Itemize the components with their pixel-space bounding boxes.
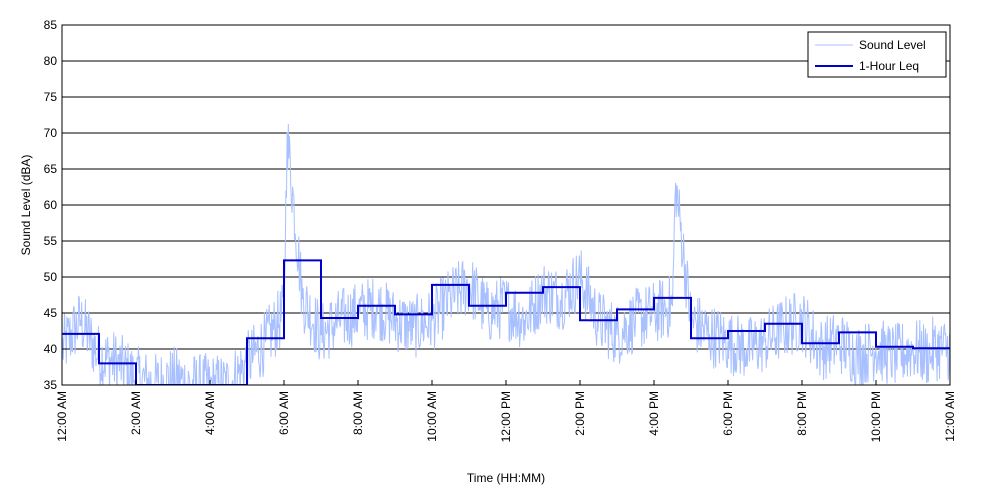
gridlines: [62, 60, 950, 350]
sound-level-point-22: [449, 298, 452, 300]
y-tick-label-80: 80: [44, 54, 58, 68]
y-axis-ticks: 35 40 45 50 55 60 65 70 75 80 85: [44, 18, 67, 392]
x-tick-label-12: 12:00 AM: [943, 391, 957, 442]
y-tick-label-65: 65: [44, 162, 58, 176]
x-tick-label-7: 2:00 PM: [573, 391, 587, 436]
y-tick-label-70: 70: [44, 126, 58, 140]
sound-level-point-1: [79, 319, 82, 321]
sound-level-point-26: [523, 319, 526, 321]
legend-label-1-hour-leq: 1-Hour Leq: [859, 59, 919, 73]
x-tick-label-9: 6:00 PM: [721, 391, 735, 436]
x-axis-title: Time (HH:MM): [467, 471, 545, 485]
sound-level-point-47: [893, 355, 896, 357]
sound-level-point-37: [708, 334, 711, 336]
sound-level-point-11: [264, 341, 267, 343]
sound-level-point-14: [301, 298, 304, 300]
legend: Sound Level 1-Hour Leq: [807, 31, 947, 78]
y-tick-label-60: 60: [44, 198, 58, 212]
sound-level-point-49: [930, 355, 933, 357]
sound-level-point-46: [875, 348, 877, 350]
sound-level-point-33: [653, 312, 655, 314]
sound-level-point-15: [320, 334, 322, 336]
legend-label-sound-level: Sound Level: [859, 38, 926, 52]
sound-level-point-41: [782, 326, 785, 328]
sound-level-point-38: [727, 341, 729, 343]
sound-level-point-6: [172, 377, 174, 379]
series-layer: [62, 123, 950, 385]
sound-level-point-28: [560, 298, 563, 300]
x-tick-label-11: 10:00 PM: [869, 391, 883, 442]
x-tick-label-10: 8:00 PM: [795, 391, 809, 436]
sound-level-point-24: [486, 312, 489, 314]
y-tick-label-85: 85: [44, 18, 58, 32]
x-tick-label-0: 12:00 AM: [55, 391, 69, 442]
y-tick-label-45: 45: [44, 306, 58, 320]
sound-level-point-13: [286, 132, 288, 134]
y-tick-label-50: 50: [44, 270, 58, 284]
sound-level-point-35: [674, 182, 677, 184]
y-tick-label-40: 40: [44, 342, 58, 356]
x-axis-ticks: 12:00 AM 2:00 AM 4:00 AM 6:00 AM 8:00 AM 10:0…: [55, 380, 957, 442]
x-tick-label-3: 6:00 AM: [277, 391, 291, 435]
y-axis-title: Sound Level (dBA): [19, 155, 33, 256]
y-tick-label-35: 35: [44, 378, 58, 392]
sound-level-point-34: [671, 305, 674, 307]
sound-level-point-32: [634, 319, 637, 321]
sound-level-point-29: [579, 276, 581, 278]
sound-level-point-21: [431, 319, 433, 321]
sound-level-point-39: [745, 348, 748, 350]
series-line-1-hour-leq: [62, 259, 950, 385]
x-tick-label-4: 8:00 AM: [351, 391, 365, 435]
sound-level-point-20: [412, 326, 415, 328]
x-tick-label-8: 4:00 PM: [647, 391, 661, 436]
y-tick-label-55: 55: [44, 234, 58, 248]
sound-level-point-40: [764, 341, 766, 343]
sound-level-point-45: [856, 355, 859, 357]
legend-box: [807, 31, 947, 78]
x-tick-label-1: 2:00 AM: [129, 391, 143, 435]
x-tick-label-2: 4:00 AM: [203, 391, 217, 435]
sound-level-point-31: [616, 334, 618, 336]
sound-level-point-19: [394, 319, 396, 321]
sound-level-point-42: [801, 319, 803, 321]
sound-level-point-43: [819, 348, 822, 350]
y-tick-label-75: 75: [44, 90, 58, 104]
x-tick-label-6: 12:00 PM: [499, 391, 513, 442]
x-tick-label-5: 10:00 AM: [425, 391, 439, 442]
sound-level-point-16: [338, 319, 341, 321]
